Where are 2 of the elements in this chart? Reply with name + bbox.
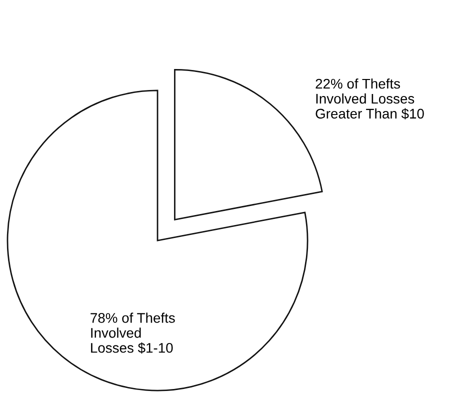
slice-label: 22% of Thefts Involved Losses Greater Than $10 — [316, 78, 424, 120]
slice-label: 78% of Thefts Involved Losses $1-10 — [90, 312, 175, 354]
